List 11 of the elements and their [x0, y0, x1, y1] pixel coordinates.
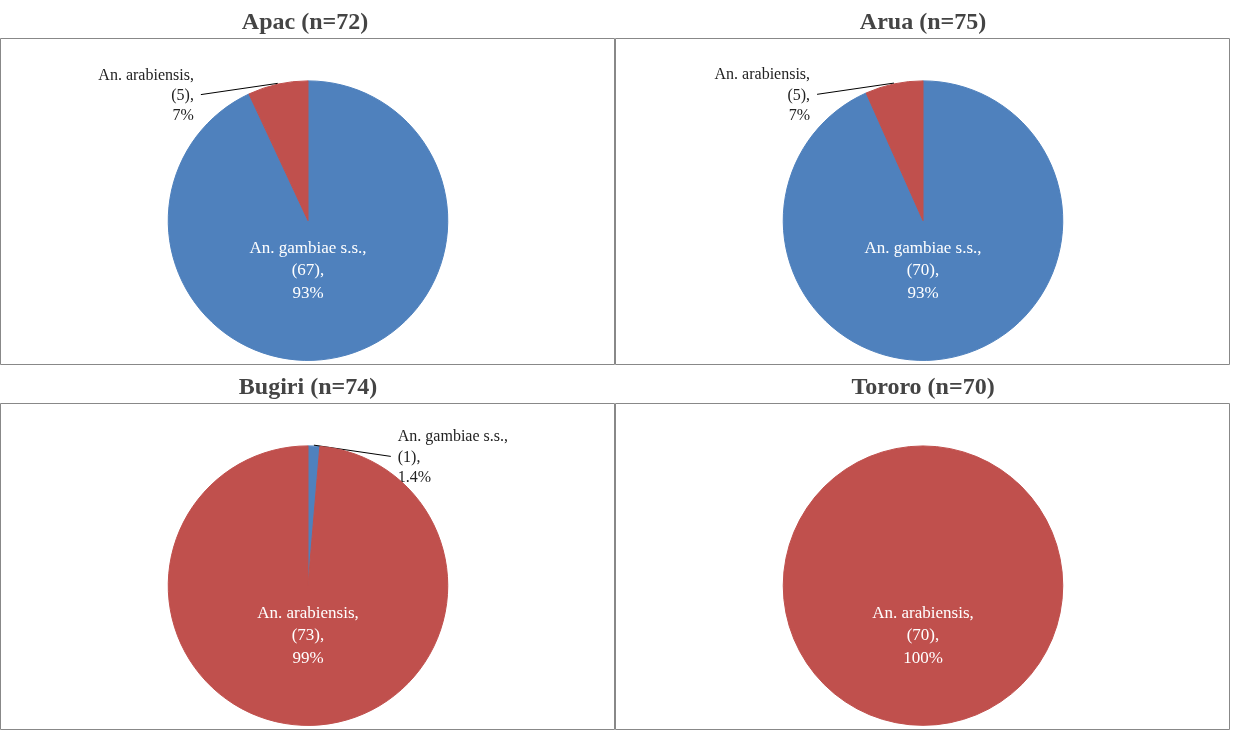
slice-label: An. arabiensis, (5), 7% — [714, 65, 811, 124]
slice-label: An. arabiensis, (5), 7% — [98, 65, 194, 124]
chart-title: Tororo (n=70) — [851, 372, 995, 399]
chart-title: Apac (n=72) — [241, 7, 369, 34]
slice-label: An. gambiae s.s., (67), 93% — [249, 237, 367, 303]
chart-title: Bugiri (n=74) — [238, 372, 378, 399]
chart-title: Arua (n=75) — [859, 7, 987, 34]
slice-label: An. arabiensis, (73), 99% — [257, 602, 359, 668]
slice-label: An. gambiae s.s., (1), 1.4% — [397, 427, 508, 486]
slice-label: An. gambiae s.s., (70), 93% — [864, 237, 982, 303]
slice-label: An. arabiensis, (70), 100% — [872, 602, 974, 668]
